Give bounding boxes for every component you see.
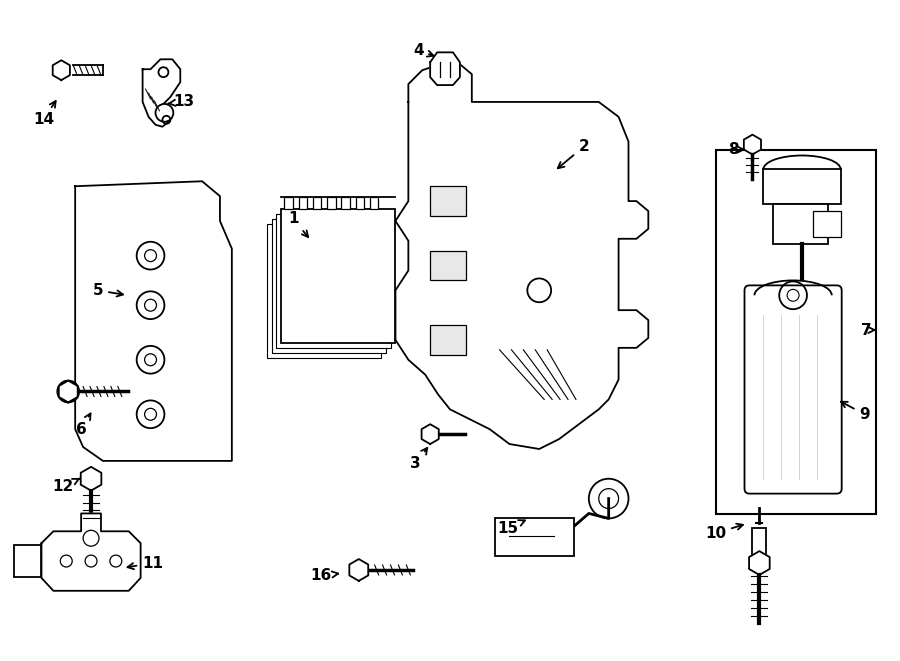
Polygon shape xyxy=(430,52,460,85)
Bar xyxy=(14,545,41,577)
Text: 7: 7 xyxy=(861,323,875,338)
Text: 16: 16 xyxy=(310,568,338,584)
Bar xyxy=(284,197,292,209)
Bar xyxy=(430,325,466,355)
Polygon shape xyxy=(41,514,140,591)
Bar xyxy=(266,224,381,358)
Text: 5: 5 xyxy=(93,283,123,298)
Polygon shape xyxy=(743,135,761,155)
Polygon shape xyxy=(58,381,77,403)
Text: 2: 2 xyxy=(558,139,590,169)
Text: 10: 10 xyxy=(706,524,742,541)
Text: 6: 6 xyxy=(76,413,91,437)
Polygon shape xyxy=(81,467,102,490)
Bar xyxy=(813,211,841,237)
Polygon shape xyxy=(53,60,70,80)
Bar xyxy=(716,149,877,514)
Polygon shape xyxy=(76,181,232,461)
Text: 1: 1 xyxy=(288,212,308,237)
Text: 8: 8 xyxy=(728,142,744,157)
Bar xyxy=(341,197,350,209)
Bar xyxy=(495,518,574,556)
Text: 15: 15 xyxy=(497,520,525,536)
Polygon shape xyxy=(421,424,439,444)
Text: 3: 3 xyxy=(410,448,428,471)
Bar xyxy=(370,197,378,209)
Text: 11: 11 xyxy=(128,555,163,570)
Bar xyxy=(272,219,385,353)
Bar xyxy=(327,197,336,209)
Bar xyxy=(356,197,364,209)
Text: 13: 13 xyxy=(168,95,194,110)
Polygon shape xyxy=(349,559,368,581)
Bar xyxy=(276,214,391,348)
Circle shape xyxy=(156,104,174,122)
Bar xyxy=(752,528,766,563)
Bar xyxy=(430,186,466,216)
Bar xyxy=(299,197,307,209)
Text: 12: 12 xyxy=(53,479,79,494)
Text: 4: 4 xyxy=(413,43,434,58)
Polygon shape xyxy=(142,59,180,127)
FancyBboxPatch shape xyxy=(744,286,842,494)
Bar xyxy=(773,204,828,244)
Bar xyxy=(430,251,466,280)
Text: 9: 9 xyxy=(841,402,869,422)
Polygon shape xyxy=(395,64,648,449)
Bar xyxy=(313,197,321,209)
Circle shape xyxy=(589,479,628,518)
Text: 14: 14 xyxy=(33,101,56,128)
Bar xyxy=(763,169,841,204)
Polygon shape xyxy=(749,551,770,575)
Bar xyxy=(282,209,395,343)
